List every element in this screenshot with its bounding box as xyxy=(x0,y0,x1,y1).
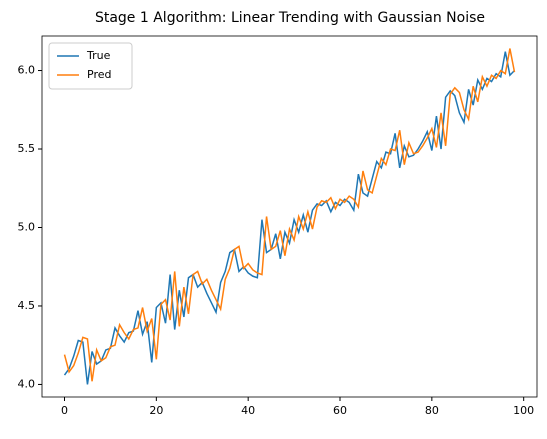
x-tick-label: 60 xyxy=(333,404,347,417)
x-tick-label: 80 xyxy=(425,404,439,417)
legend-box xyxy=(48,42,133,90)
y-tick-label: 5.0 xyxy=(18,220,36,233)
x-tick-label: 20 xyxy=(149,404,163,417)
y-tick-label: 5.5 xyxy=(18,142,36,155)
legend-label: True xyxy=(86,49,111,62)
y-tick-label: 4.5 xyxy=(18,299,36,312)
line-series xyxy=(63,48,516,382)
x-tick-label: 40 xyxy=(241,404,255,417)
x-tick-label: 0 xyxy=(61,404,68,417)
line-series xyxy=(63,51,516,385)
x-tick-label: 100 xyxy=(513,404,534,417)
y-tick-label: 6.0 xyxy=(18,64,36,77)
y-tick-label: 4.0 xyxy=(18,377,36,390)
axes-frame xyxy=(41,35,538,398)
chart-title: Stage 1 Algorithm: Linear Trending with … xyxy=(95,10,485,26)
legend-label: Pred xyxy=(87,68,111,81)
